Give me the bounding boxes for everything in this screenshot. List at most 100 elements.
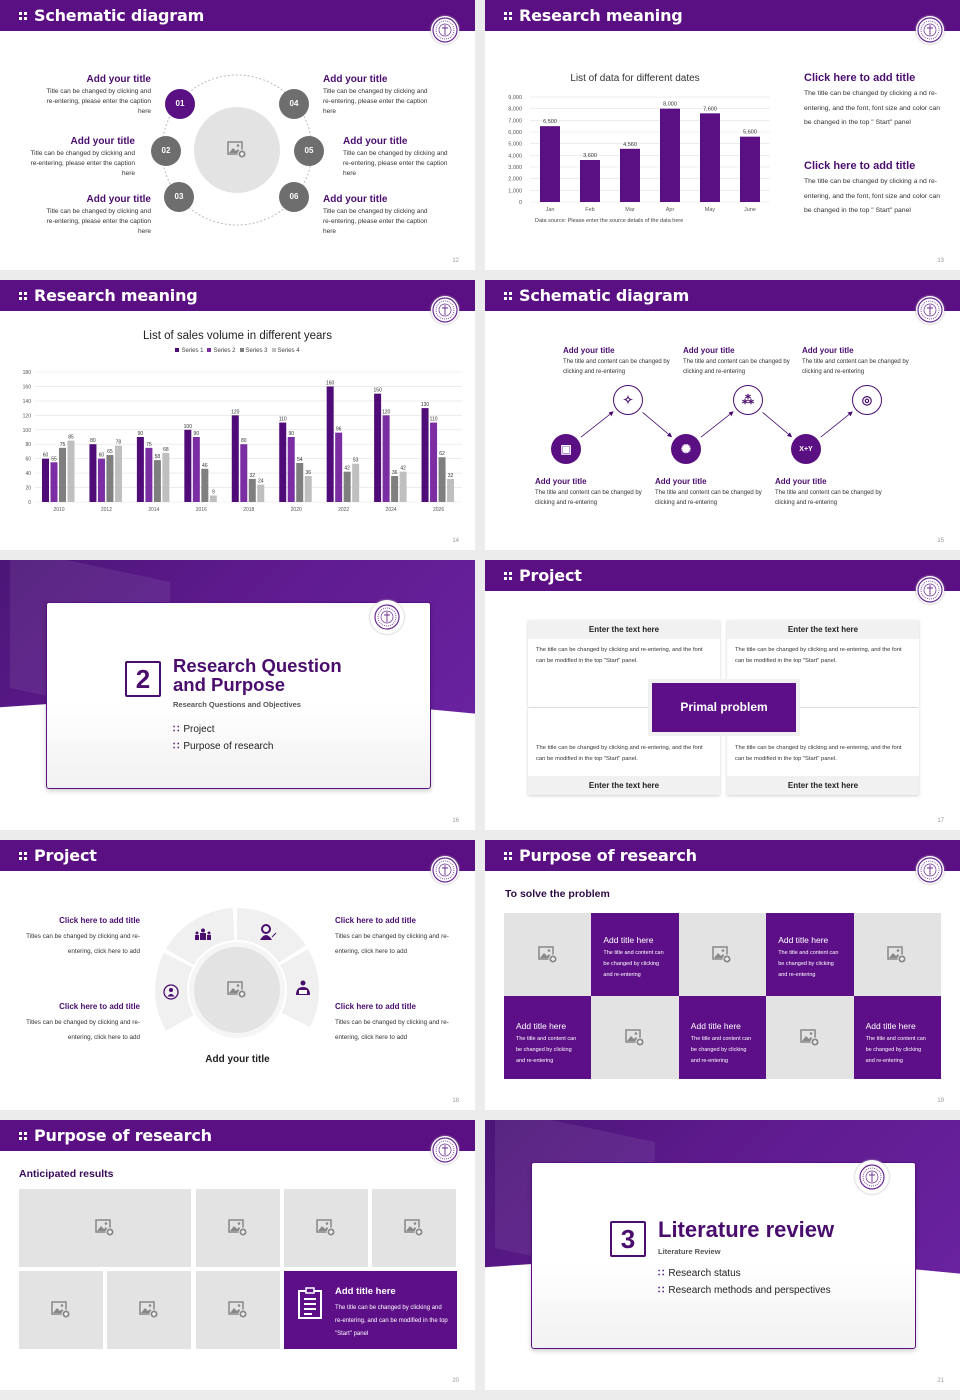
feature-title[interactable]: Click here to add title xyxy=(335,1002,416,1011)
bar-Jan xyxy=(540,126,560,202)
bar-2018-1 xyxy=(231,415,239,502)
image-placeholder[interactable] xyxy=(766,996,854,1079)
feature-title[interactable]: Click here to add title xyxy=(335,916,416,925)
section-item[interactable]: ∷ Purpose of research xyxy=(173,741,273,752)
data-label: 96 xyxy=(336,427,342,433)
bar-2024-3 xyxy=(391,476,399,502)
x-tick-label: Jan xyxy=(546,207,555,213)
university-logo xyxy=(855,1160,889,1194)
image-placeholder[interactable] xyxy=(853,913,941,996)
image-placeholder[interactable] xyxy=(678,913,767,996)
data-label: 7,600 xyxy=(703,106,717,112)
bar-2026-1 xyxy=(421,408,429,502)
text-box-body: The title can be changed by clicking and… xyxy=(536,745,703,762)
side-title[interactable]: Click here to add title xyxy=(804,160,916,172)
data-label: 110 xyxy=(430,417,438,423)
image-placeholder[interactable] xyxy=(107,1271,191,1349)
bar-2020-1 xyxy=(279,422,287,502)
y-tick-label: 180 xyxy=(23,370,32,376)
step-title: Add your title xyxy=(323,74,388,85)
data-label: 90 xyxy=(138,431,144,437)
section-title: Literature review xyxy=(658,1217,835,1242)
page-number: 18 xyxy=(452,1098,459,1104)
legend-item: Series 4 xyxy=(271,348,300,354)
connections-step-circle: ⁂ xyxy=(733,385,763,415)
step-number-badge: 05 xyxy=(294,136,324,166)
center-image-placeholder[interactable] xyxy=(194,947,280,1033)
data-label: 150 xyxy=(373,388,382,394)
legend-swatch xyxy=(175,348,180,352)
step-text: Title can be changed by clicking and re-… xyxy=(323,208,428,235)
slide-title: Research meaning xyxy=(0,280,475,311)
text-box-heading: Enter the text here xyxy=(528,776,720,795)
arrow xyxy=(820,411,853,438)
diagram-icon: ▣ xyxy=(560,442,572,456)
university-logo xyxy=(431,856,459,884)
section-item[interactable]: ∷ Research status xyxy=(658,1268,741,1279)
bar-2010-2 xyxy=(50,462,58,502)
info-cell: Add title here The title and content can … xyxy=(853,996,941,1079)
y-tick-label: 60 xyxy=(25,457,31,463)
center-image-placeholder[interactable] xyxy=(194,107,280,193)
section-card xyxy=(46,602,431,789)
data-label: 36 xyxy=(392,470,398,476)
bar-chart: 0 1,000 2,000 3,000 4,000 5,000 6,000 7,000 8,00… xyxy=(508,95,770,213)
x-tick-label: 2022 xyxy=(338,507,349,513)
step-text: Title can be changed by clicking and re-… xyxy=(323,88,428,115)
bar-2014-2 xyxy=(145,447,153,502)
bullet-dots-icon xyxy=(504,852,512,860)
legend-label: Series 2 xyxy=(213,348,236,354)
step-number-badge: 03 xyxy=(164,182,194,212)
data-label: 120 xyxy=(231,409,240,415)
image-placeholder[interactable] xyxy=(284,1189,368,1267)
section-item[interactable]: ∷ Project xyxy=(173,724,215,735)
image-placeholder[interactable] xyxy=(196,1189,280,1267)
university-logo xyxy=(431,16,459,44)
side-text: The title can be changed by clicking a n… xyxy=(804,178,941,214)
feature-text-block: Click here to add title Titles can be cha… xyxy=(15,1002,140,1045)
page-number: 20 xyxy=(452,1378,459,1384)
data-label: 55 xyxy=(51,456,57,462)
step-text: Title can be changed by clicking and re-… xyxy=(46,208,151,235)
side-title[interactable]: Click here to add title xyxy=(804,72,916,84)
section-subtitle: Research Questions and Objectives xyxy=(173,700,301,709)
x-tick-label: 2010 xyxy=(53,507,64,513)
primal-problem-label: Primal problem xyxy=(652,683,796,732)
y-tick-label: 3,000 xyxy=(508,165,522,171)
data-label: 4,560 xyxy=(623,142,637,148)
image-placeholder[interactable] xyxy=(19,1189,191,1267)
slide-12: Schematic diagram 12 01 Add your title Title… xyxy=(0,0,475,270)
feature-title[interactable]: Click here to add title xyxy=(59,1002,140,1011)
university-logo xyxy=(916,576,944,604)
university-logo xyxy=(916,296,944,324)
step-title: Add your title xyxy=(70,136,135,147)
image-placeholder[interactable] xyxy=(19,1271,103,1349)
primal-problem-box: Primal problem xyxy=(648,679,800,736)
data-label: 9 xyxy=(212,490,215,496)
image-placeholder[interactable] xyxy=(372,1189,456,1267)
y-tick-label: 1,000 xyxy=(508,188,522,194)
target-step-circle: ◎ xyxy=(852,385,882,415)
image-placeholder[interactable] xyxy=(504,913,592,996)
image-placeholder[interactable] xyxy=(591,996,679,1079)
arrow-connectors xyxy=(580,411,853,438)
feature-title[interactable]: Click here to add title xyxy=(59,916,140,925)
image-placeholder[interactable] xyxy=(196,1271,280,1349)
section-title: Research Question and Purpose xyxy=(173,655,342,695)
page-number: 17 xyxy=(937,818,944,824)
section-item-label: Research methods and perspectives xyxy=(668,1285,831,1296)
bar-2022-1 xyxy=(326,386,334,502)
section-item[interactable]: ∷ Research methods and perspectives xyxy=(658,1285,831,1296)
step-title: Add your title xyxy=(86,74,151,85)
step-text-block: Add your title Title can be changed by cl… xyxy=(31,74,151,117)
bar-2018-3 xyxy=(248,478,256,502)
x-tick-label: 2012 xyxy=(101,507,112,513)
step-number-badge: 06 xyxy=(279,182,309,212)
university-logo xyxy=(431,1136,459,1164)
bar-2018-4 xyxy=(257,484,265,502)
section-subtitle: Anticipated results xyxy=(19,1168,114,1180)
step-text: The title and content can be changed by … xyxy=(802,359,909,375)
step-title: Add your title xyxy=(802,346,854,355)
data-label: 120 xyxy=(382,409,391,415)
legend-item: Series 1 xyxy=(175,348,203,354)
